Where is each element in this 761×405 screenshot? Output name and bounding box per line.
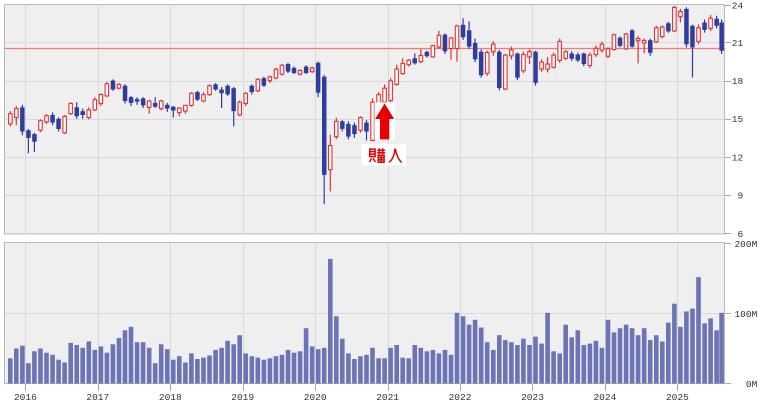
- svg-text:21: 21: [732, 38, 744, 49]
- svg-text:2020: 2020: [304, 392, 327, 403]
- svg-text:24: 24: [732, 1, 744, 12]
- svg-text:2017: 2017: [86, 392, 109, 403]
- svg-text:18: 18: [732, 76, 744, 87]
- svg-text:2025: 2025: [666, 392, 689, 403]
- svg-text:200M: 200M: [734, 239, 757, 250]
- svg-text:6: 6: [737, 229, 743, 240]
- svg-text:12: 12: [732, 152, 744, 163]
- svg-text:15: 15: [732, 114, 744, 125]
- svg-text:0M: 0M: [746, 379, 758, 390]
- svg-text:2021: 2021: [376, 392, 399, 403]
- svg-text:2019: 2019: [231, 392, 254, 403]
- svg-text:2023: 2023: [521, 392, 544, 403]
- svg-text:100M: 100M: [734, 309, 757, 320]
- svg-text:2022: 2022: [449, 392, 472, 403]
- svg-text:9: 9: [737, 191, 743, 202]
- svg-text:2024: 2024: [593, 392, 616, 403]
- svg-text:2018: 2018: [159, 392, 182, 403]
- svg-text:2016: 2016: [14, 392, 37, 403]
